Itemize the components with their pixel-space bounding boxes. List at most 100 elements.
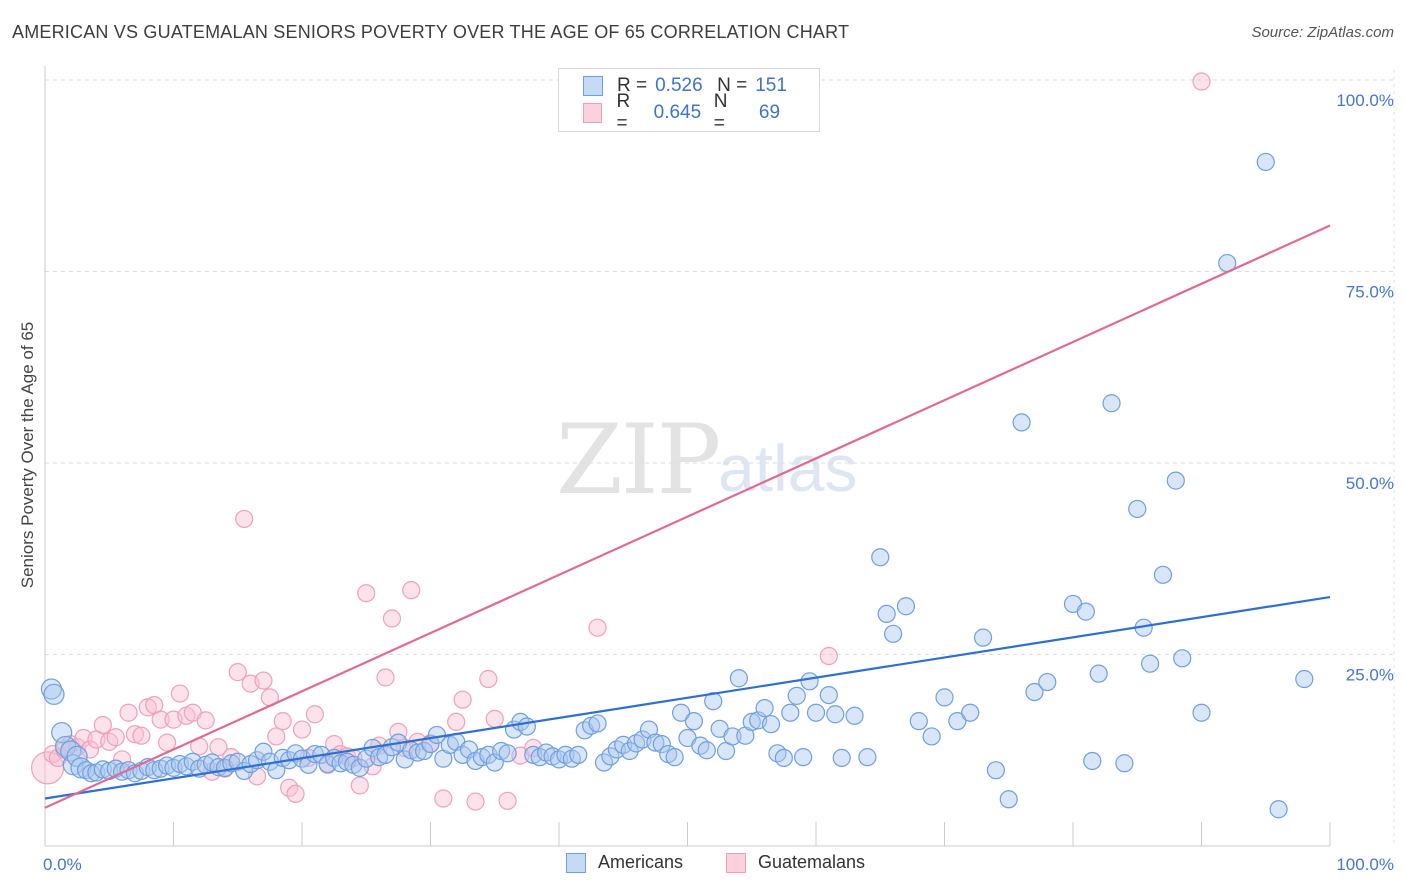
americans-point (806, 703, 826, 722)
watermark-zip: ZIP (556, 404, 721, 516)
americans-point (768, 744, 787, 763)
guatemalans-point (434, 789, 453, 808)
americans-point (254, 742, 273, 761)
stats-legend: R = 0.526 N = 151 R = 0.645 N = 69 (558, 68, 820, 134)
americans-point (845, 706, 864, 725)
americans-point (1173, 649, 1192, 668)
americans-point (858, 748, 877, 767)
americans-point (691, 736, 710, 755)
americans-point (665, 748, 684, 767)
r-label: R = (616, 91, 631, 134)
americans-point (66, 745, 88, 767)
americans-point (787, 686, 806, 705)
americans-point (1038, 672, 1057, 692)
americans-point (1295, 669, 1314, 689)
guatemalans-point (447, 712, 466, 732)
americans-point (729, 669, 749, 688)
guatemalans-point (376, 668, 395, 687)
americans-r-value: 0.526 (655, 75, 703, 96)
americans-point (517, 717, 536, 736)
americans-point (1083, 751, 1102, 771)
americans-point (826, 705, 845, 724)
guatemalans-point (267, 727, 286, 746)
guatemalans-n-value: 69 (758, 102, 781, 123)
y-tick-label: 75.0% (1346, 283, 1394, 302)
americans-point (1102, 394, 1121, 413)
americans-point (93, 760, 112, 779)
americans-point (794, 748, 813, 767)
americans-point (1192, 703, 1211, 722)
guatemalans-point (382, 609, 402, 628)
americans-point (1115, 754, 1134, 773)
guatemalans-point (350, 776, 369, 795)
trend-lines (44, 224, 1331, 809)
americans-point (877, 604, 896, 624)
americans-point (671, 703, 691, 722)
source-label: Source: ZipAtlas.com (1251, 24, 1394, 41)
americans-legend-swatch (566, 852, 586, 873)
guatemalans-point (305, 705, 324, 724)
guatemalans-point (273, 712, 292, 731)
americans-point (986, 761, 1006, 780)
guatemalans-swatch (583, 103, 603, 123)
guatemalans-point (292, 720, 312, 739)
guatemalans-point (106, 728, 125, 747)
n-label: N = (713, 91, 728, 134)
guatemalans-point (588, 618, 607, 637)
bottom-legend-americans: Americans (566, 852, 683, 873)
americans-point (652, 735, 671, 754)
americans-point (774, 748, 793, 768)
americans-point (1025, 682, 1044, 702)
americans-point (896, 597, 916, 616)
guatemalans-point (389, 722, 408, 741)
guatemalans-point (125, 725, 145, 744)
bottom-legend-guatemalans: Guatemalans (726, 852, 865, 873)
americans-point (1256, 152, 1275, 172)
americans-point (408, 743, 427, 762)
americans-point (948, 712, 967, 731)
guatemalans-point (819, 646, 838, 666)
americans-point (588, 714, 607, 733)
guatemalans-point (222, 748, 241, 767)
americans-point (82, 764, 101, 783)
guatemalans-point (119, 703, 138, 722)
americans-point (697, 741, 716, 760)
americans-point (601, 747, 620, 766)
guatemalans-trend-line (44, 224, 1331, 809)
guatemalans-point (235, 509, 254, 529)
guatemalans-point (498, 791, 517, 810)
americans-point (549, 750, 569, 769)
americans-point (1140, 654, 1160, 673)
guatemalans-r-value: 0.645 (653, 102, 702, 123)
americans-point (569, 745, 588, 764)
americans-point (1166, 471, 1185, 490)
guatemalans-point (100, 732, 119, 751)
americans-point (646, 733, 665, 752)
y-tick-label: 50.0% (1346, 474, 1394, 493)
chart-title: AMERICAN VS GUATEMALAN SENIORS POVERTY O… (12, 22, 850, 42)
americans-point (1153, 565, 1173, 584)
americans-point (742, 712, 761, 732)
americans-point (1269, 800, 1288, 819)
americans-point (973, 628, 993, 647)
americans-point (1089, 664, 1108, 683)
axis-ticks: 25.0% 50.0% 75.0% 100.0% 0.0% 100.0% (43, 91, 1394, 874)
guatemalans-point (453, 690, 472, 709)
americans-point (1076, 602, 1095, 621)
americans-point (961, 703, 980, 722)
americans-point (51, 722, 73, 744)
guatemalans-legend-label: Guatemalans (758, 852, 866, 872)
americans-point (832, 748, 851, 768)
americans-point (43, 683, 65, 705)
americans-point (999, 790, 1018, 809)
guatemalans-point (209, 738, 228, 757)
americans-point (684, 712, 704, 731)
guatemalans-point (157, 733, 177, 752)
guatemalans-point (357, 584, 376, 603)
americans-point (871, 548, 890, 567)
americans-point (723, 727, 742, 746)
americans-point (755, 699, 774, 718)
y-tick-label: 100.0% (1336, 91, 1394, 110)
r-label: R = (617, 75, 648, 96)
